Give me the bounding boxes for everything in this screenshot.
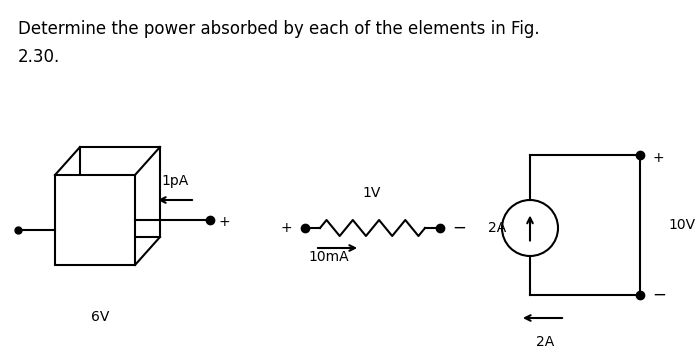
Text: 2A: 2A xyxy=(488,221,506,235)
Text: 10V: 10V xyxy=(668,218,695,232)
Text: 1pA: 1pA xyxy=(162,174,188,188)
Bar xyxy=(55,175,135,265)
Text: 10mA: 10mA xyxy=(308,250,349,264)
Text: +: + xyxy=(652,151,664,165)
Bar xyxy=(80,147,160,237)
Text: 2.30.: 2.30. xyxy=(18,48,60,66)
Text: 2A: 2A xyxy=(536,335,554,349)
Text: 1V: 1V xyxy=(363,186,382,200)
Text: −: − xyxy=(452,219,466,237)
Text: Determine the power absorbed by each of the elements in Fig.: Determine the power absorbed by each of … xyxy=(18,20,540,38)
Text: 6V: 6V xyxy=(91,310,109,324)
Text: +: + xyxy=(281,221,292,235)
Text: +: + xyxy=(218,215,230,229)
Text: −: − xyxy=(652,286,666,304)
